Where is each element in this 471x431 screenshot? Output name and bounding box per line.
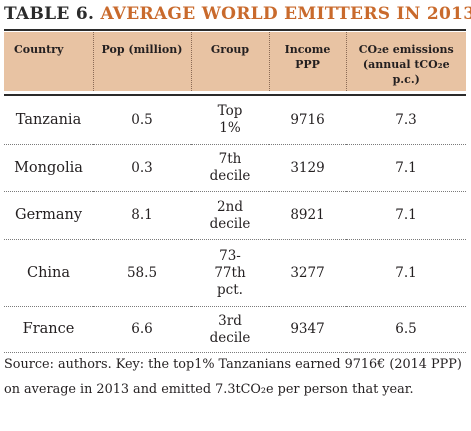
table-number: TABLE 6. xyxy=(4,4,95,24)
cell-group: Top 1% xyxy=(191,95,269,145)
table-row: Mongolia 0.3 7th decile 3129 7.1 xyxy=(4,144,466,192)
cell-emissions: 6.5 xyxy=(346,306,466,353)
cell-group: 73- 77th pct. xyxy=(191,239,269,307)
cell-pop: 8.1 xyxy=(93,191,191,240)
cell-pop: 6.6 xyxy=(93,306,191,353)
header-bottom-rule xyxy=(4,91,466,96)
cell-country: Mongolia xyxy=(4,144,93,192)
header-top-rule xyxy=(4,29,466,31)
cell-country: France xyxy=(4,306,93,353)
cell-group: 3rd decile xyxy=(191,306,269,353)
cell-income: 3277 xyxy=(269,239,346,307)
cell-emissions: 7.1 xyxy=(346,239,466,307)
cell-emissions: 7.1 xyxy=(346,191,466,240)
cell-income: 3129 xyxy=(269,144,346,192)
table-row: China 58.5 73- 77th pct. 3277 7.1 xyxy=(4,239,466,307)
table-row: Germany 8.1 2nd decile 8921 7.1 xyxy=(4,191,466,240)
header-country: Country xyxy=(14,43,64,56)
cell-country: Germany xyxy=(4,191,93,240)
cell-pop: 58.5 xyxy=(93,239,191,307)
table-title: TABLE 6. AVERAGE WORLD EMITTERS IN 2013 xyxy=(4,4,471,24)
table-row: Tanzania 0.5 Top 1% 9716 7.3 xyxy=(4,95,466,145)
cell-income: 8921 xyxy=(269,191,346,240)
emitters-table: Country Pop (million) Group Income PPP C… xyxy=(4,32,466,353)
header-group: Group xyxy=(190,32,269,91)
cell-country: Tanzania xyxy=(4,95,93,145)
cell-country: China xyxy=(4,239,93,307)
table-row: France 6.6 3rd decile 9347 6.5 xyxy=(4,306,466,353)
cell-emissions: 7.3 xyxy=(346,95,466,145)
header-pop: Pop (million) xyxy=(92,32,191,91)
cell-pop: 0.3 xyxy=(93,144,191,192)
header-emissions: CO₂e emissions (annual tCO₂e p.c.) xyxy=(345,32,466,91)
cell-group: 7th decile xyxy=(191,144,269,192)
cell-income: 9716 xyxy=(269,95,346,145)
header-income: Income PPP xyxy=(268,32,346,91)
table-title-text: AVERAGE WORLD EMITTERS IN 2013 xyxy=(100,4,471,24)
cell-income: 9347 xyxy=(269,306,346,353)
cell-pop: 0.5 xyxy=(93,95,191,145)
table-header-row: Country Pop (million) Group Income PPP C… xyxy=(4,32,466,91)
source-note: Source: authors. Key: the top1% Tanzania… xyxy=(4,357,462,397)
cell-group: 2nd decile xyxy=(191,191,269,240)
cell-emissions: 7.1 xyxy=(346,144,466,192)
